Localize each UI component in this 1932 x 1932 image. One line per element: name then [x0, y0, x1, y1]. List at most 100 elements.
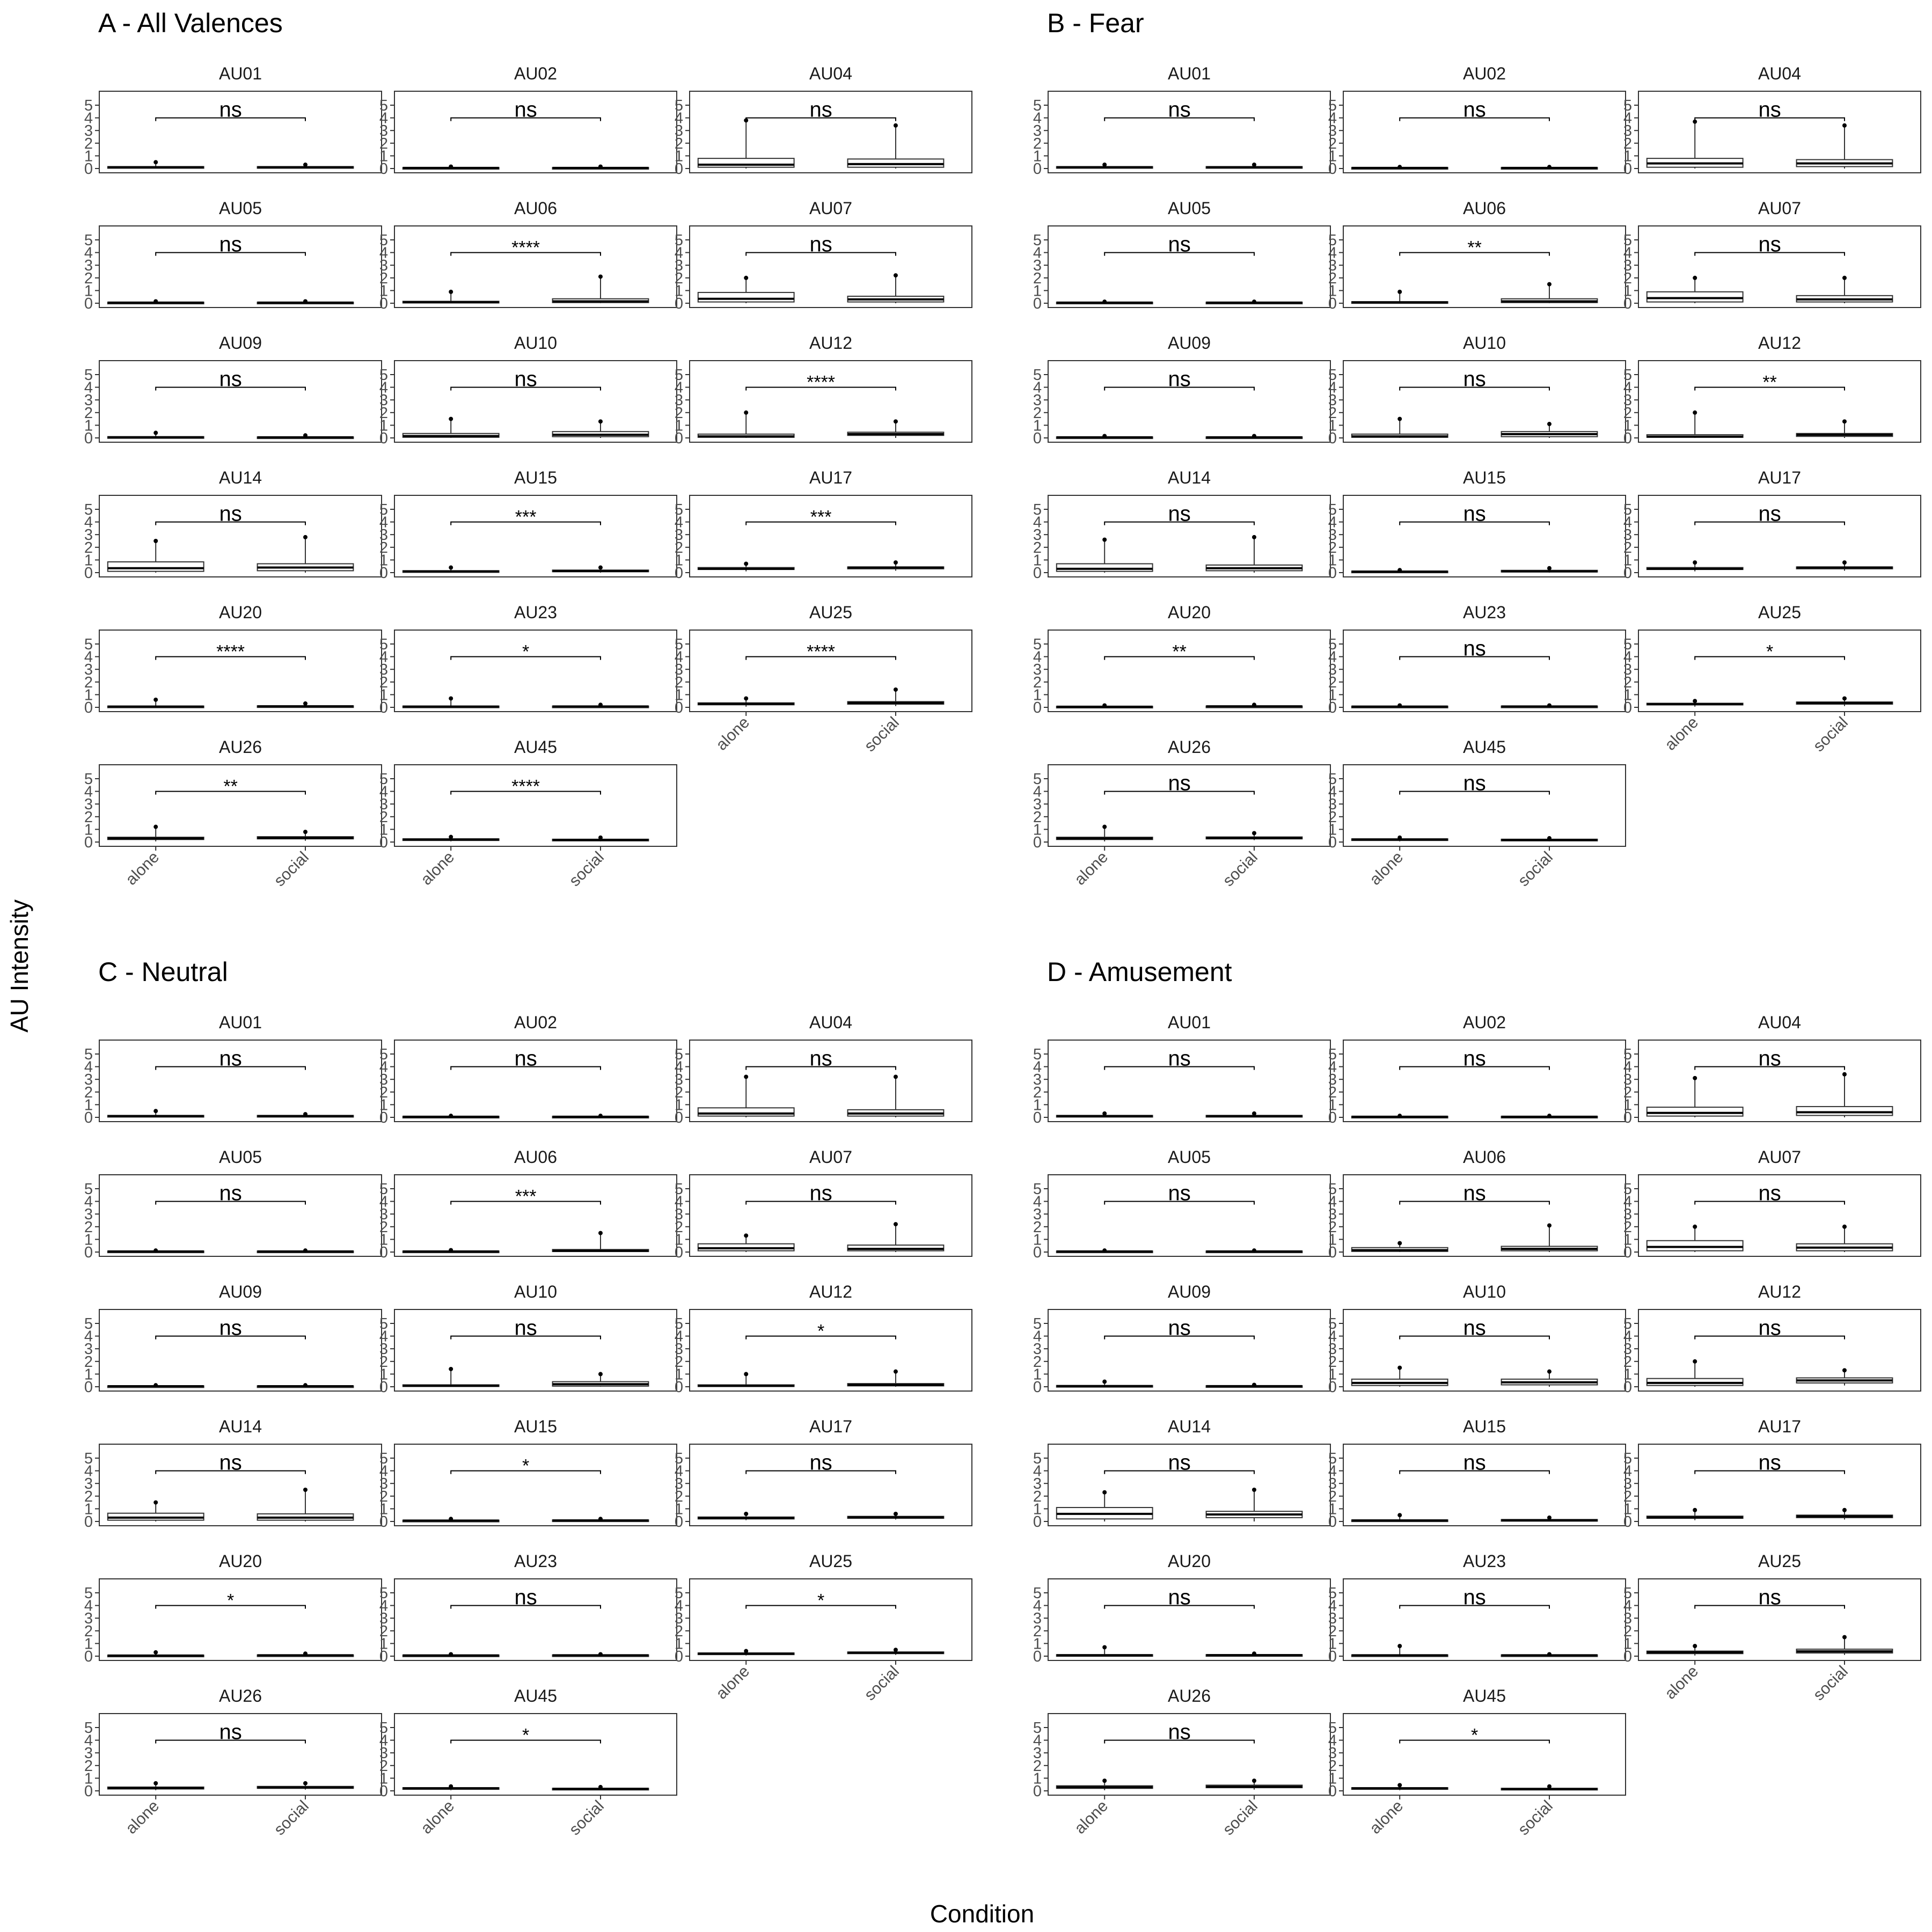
significance-bracket — [450, 791, 601, 795]
facet-label: AU14 — [1168, 468, 1211, 487]
significance-bracket — [1399, 117, 1550, 121]
y-tick-label: 2 — [1328, 405, 1337, 422]
facet-border — [394, 495, 677, 577]
y-tick-label: 5 — [84, 97, 93, 114]
box-alone — [1646, 291, 1744, 303]
y-tick-label: 2 — [1623, 539, 1632, 557]
y-tick-label: 1 — [84, 821, 93, 838]
y-tick-label: 4 — [1033, 245, 1042, 262]
facet-border — [394, 91, 677, 173]
outlier-point — [1547, 282, 1552, 287]
outlier-point — [1842, 1507, 1847, 1512]
outlier-point — [1397, 1365, 1402, 1370]
y-tick-label: 4 — [84, 1328, 93, 1345]
outlier-point — [1547, 1784, 1552, 1789]
y-tick-label: 3 — [1033, 257, 1042, 274]
y-tick-label: 2 — [1328, 674, 1337, 691]
facet-border — [1343, 630, 1626, 712]
significance-bracket — [745, 521, 896, 525]
facet-label: AU20 — [219, 603, 262, 622]
y-tick-label: 2 — [675, 539, 683, 557]
facet-border — [99, 225, 382, 308]
box-alone — [697, 158, 795, 168]
box-alone — [697, 1107, 795, 1117]
significance-label: ns — [1758, 1047, 1781, 1071]
significance-bracket — [745, 386, 896, 391]
y-tick-label: 2 — [379, 135, 388, 152]
y-tick-label: 2 — [379, 1488, 388, 1505]
y-tick-label: 2 — [1033, 1353, 1042, 1371]
outlier-point — [744, 696, 749, 701]
y-tick-label: 4 — [1033, 1194, 1042, 1211]
significance-bracket — [155, 791, 306, 795]
y-tick-label: 3 — [379, 526, 388, 544]
facet-label: AU02 — [514, 64, 557, 83]
significance-bracket — [450, 1605, 601, 1609]
outlier-point — [303, 1383, 308, 1388]
significance-label: ns — [809, 233, 832, 257]
outlier-point — [744, 1511, 749, 1516]
significance-label: ** — [1172, 642, 1186, 662]
outlier-point — [1252, 299, 1256, 304]
facet-label: AU04 — [1758, 1013, 1801, 1032]
facet-border — [1048, 1174, 1331, 1257]
significance-label: * — [817, 1591, 824, 1611]
y-tick-label: 0 — [1033, 1513, 1042, 1531]
x-tick-label: social — [1514, 1797, 1556, 1839]
significance-bracket — [450, 252, 601, 256]
significance-bracket — [155, 521, 306, 525]
outlier-point — [303, 299, 308, 304]
y-tick-label: 4 — [1033, 784, 1042, 801]
y-tick-label: 2 — [675, 135, 683, 152]
y-tick-label: 5 — [675, 1585, 683, 1602]
y-tick-label: 3 — [1328, 392, 1337, 409]
y-tick-label: 5 — [675, 501, 683, 518]
y-tick-label: 0 — [1623, 1244, 1632, 1261]
significance-label: *** — [515, 1187, 537, 1207]
y-tick-label: 5 — [1328, 97, 1337, 114]
y-tick-label: 5 — [675, 367, 683, 384]
outlier-point — [1252, 1651, 1256, 1656]
outlier-point — [449, 1248, 453, 1253]
facet-label: AU25 — [1758, 1552, 1801, 1571]
y-tick-label: 1 — [84, 148, 93, 165]
significance-label: ns — [219, 1182, 241, 1205]
y-tick-label: 4 — [675, 1463, 683, 1480]
box-alone — [1056, 563, 1153, 572]
outlier-point — [1547, 422, 1552, 427]
facet-border — [99, 1174, 382, 1257]
outlier-point — [598, 1231, 603, 1235]
facet-border — [99, 360, 382, 443]
y-tick-label: 5 — [84, 1450, 93, 1467]
y-tick-label: 1 — [379, 1635, 388, 1652]
y-tick-label: 4 — [1623, 245, 1632, 262]
y-tick-label: 1 — [1033, 1231, 1042, 1248]
y-tick-label: 3 — [1623, 661, 1632, 678]
outlier-point — [303, 1112, 308, 1117]
facet-label: AU17 — [1758, 468, 1801, 487]
significance-bracket — [745, 1066, 896, 1070]
outlier-point — [893, 1369, 898, 1374]
facet-border — [1048, 1309, 1331, 1392]
outlier-point — [1102, 1248, 1107, 1253]
y-tick-label: 4 — [675, 1059, 683, 1076]
y-tick-label: 4 — [379, 649, 388, 666]
significance-label: ns — [1463, 502, 1485, 526]
significance-bracket — [745, 1605, 896, 1609]
facet-label: AU17 — [1758, 1417, 1801, 1436]
y-tick-label: 5 — [675, 97, 683, 114]
y-tick-label: 3 — [1328, 1610, 1337, 1627]
y-tick-label: 5 — [379, 1719, 388, 1737]
facet-border — [394, 1444, 677, 1526]
y-tick-label: 4 — [1328, 1194, 1337, 1211]
y-tick-label: 0 — [1033, 1244, 1042, 1261]
y-tick-label: 3 — [1623, 1341, 1632, 1358]
x-tick-label: alone — [713, 1663, 753, 1703]
y-tick-label: 1 — [1328, 1635, 1337, 1652]
